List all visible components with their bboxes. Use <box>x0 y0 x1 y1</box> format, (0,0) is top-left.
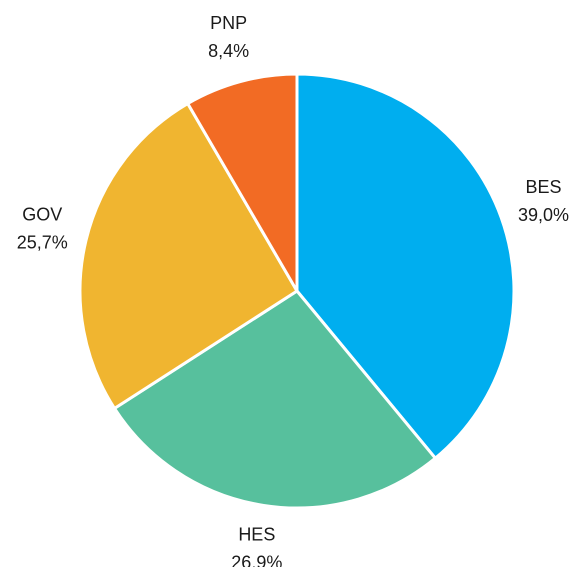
pie-slice <box>186 72 299 293</box>
slice-label: HES <box>238 525 275 545</box>
slice-value-label: 25,7% <box>17 233 68 253</box>
slice-label: GOV <box>22 205 62 225</box>
slice-value-label: 8,4% <box>208 41 249 61</box>
slice-value-label: 39,0% <box>518 205 569 225</box>
pie-slice <box>113 289 437 510</box>
pie-slice <box>295 72 516 460</box>
slice-label: PNP <box>210 13 247 33</box>
slice-label: BES <box>525 177 561 197</box>
pie-slice <box>78 102 299 410</box>
slice-value-label: 26,9% <box>231 553 282 567</box>
